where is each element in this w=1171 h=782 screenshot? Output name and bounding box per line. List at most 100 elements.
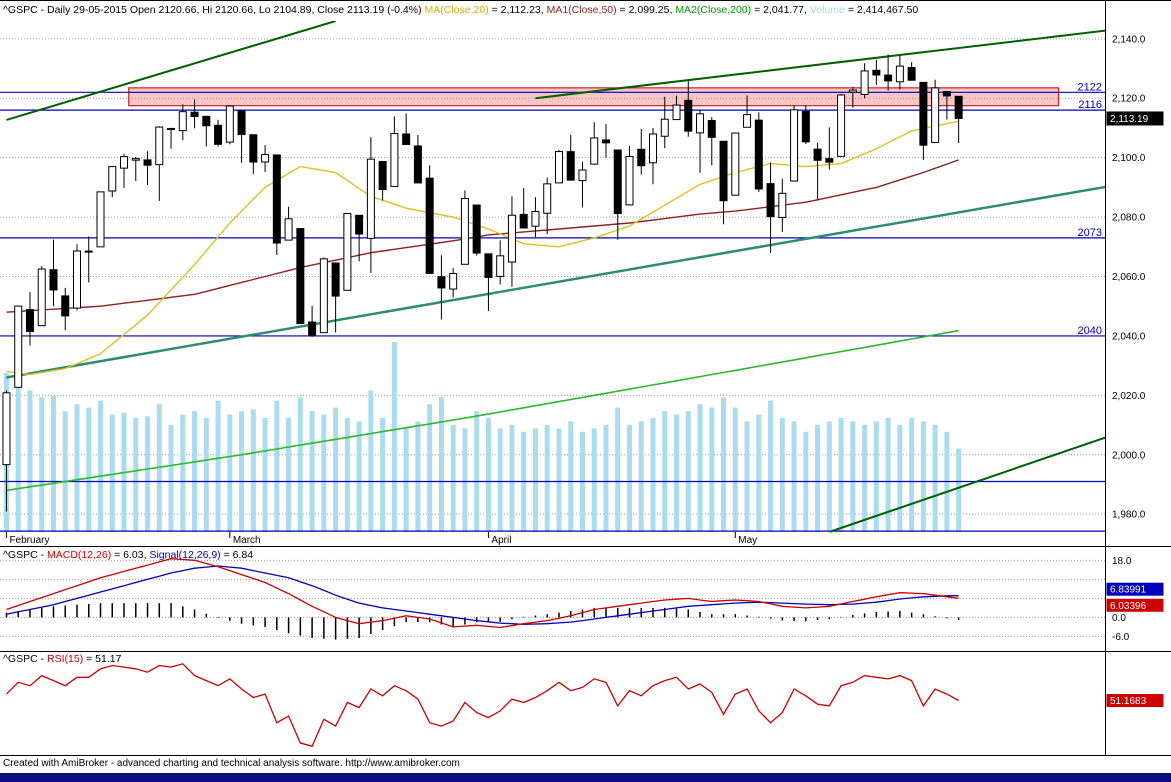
rsi-plot[interactable] [6,663,959,748]
volume-bar [709,407,715,532]
volume-bar [286,418,292,532]
volume-bar [626,424,632,532]
price-axis-label: 2,120.0 [1112,94,1146,105]
candle-body [519,213,528,229]
candle-body [801,110,810,143]
candle-body [143,159,152,166]
candle-body [731,132,740,196]
ma50-line [6,159,959,313]
title-segment: MA1(Close,50) [546,4,617,16]
trendline [535,29,1105,100]
candle-body [919,81,928,146]
candle-body [472,204,481,254]
footer-credit: Created with AmiBroker - advanced charti… [3,758,460,769]
volume-bar [615,407,621,532]
candle-body [72,250,81,309]
price-axis-label: 2,040.0 [1112,331,1146,342]
candle-body [190,111,199,117]
candle-body [2,392,11,466]
volume-bar [168,424,174,532]
volume-bar [744,421,750,532]
title-segment: ^GSPC - Daily 29-05-2015 Open 2120.66, H… [3,4,425,16]
price-axis-label: 2,140.0 [1112,34,1146,45]
last-price-box [1106,111,1164,126]
candle-body [649,133,658,164]
title-segment: = 2,414,467.50 [844,4,919,16]
candle-body [343,213,352,291]
volume-bar [427,404,433,532]
candle-body [543,183,552,214]
candle-body [366,158,375,239]
candle-body [554,151,563,184]
volume-bar [685,411,691,532]
candle-body [25,309,34,332]
volume-bar [838,418,844,532]
price-axis-label: 1,980.0 [1112,510,1146,521]
volume-bar [39,397,45,532]
candle-body [214,124,223,145]
volume-bar [779,418,785,532]
volume-bar [297,397,303,532]
volume-bar [568,421,574,532]
volume-bar [474,411,480,532]
candle-body [308,321,317,336]
candle-body [660,118,669,137]
candle-body [61,295,70,317]
support-line-label: 2116 [1078,99,1102,111]
volume-bar [509,424,515,532]
candle-body [49,269,58,291]
candle-body [872,69,881,76]
price-axis-label: 2,100.0 [1112,153,1146,164]
candle-body [155,126,164,166]
candle-body [37,268,46,327]
rsi-line [6,663,959,748]
macd-plot[interactable] [0,558,1105,640]
price-axis-label: 2,080.0 [1112,213,1146,224]
volume-bar [638,421,644,532]
rsi-panel-title: ^GSPC - RSI(15) = 51.17 [3,653,121,665]
candle-body [507,214,516,263]
volume-bar [920,421,926,532]
footer-text: Created with AmiBroker - advanced charti… [3,758,460,769]
candle-body [637,148,646,167]
candle-body [449,272,458,290]
indicator-value-box [1106,598,1164,612]
candle-body [954,95,963,119]
volume-bar [156,404,162,532]
candle-body [884,74,893,82]
candle-body [108,166,117,192]
candle-body [837,94,846,157]
volume-bar [403,428,409,532]
candle-body [319,258,328,334]
volume-bar [650,418,656,532]
volume-bar [674,414,680,532]
volume-bar [250,409,256,532]
indicator-value-label: 6.83991 [1110,585,1147,596]
support-line-label: 2073 [1078,227,1102,239]
time-axis-label: April [491,535,511,546]
candle-body [895,65,904,83]
candle-body [684,99,693,132]
candle-body [696,113,705,134]
macd-line [6,558,959,629]
volume-bar [791,421,797,532]
candle-body [625,155,634,206]
volume-bar [262,418,268,532]
macd-panel-title: ^GSPC - MACD(12,26) = 6.03, Signal(12,26… [3,549,253,561]
candle-body [672,104,681,121]
candle-body [425,177,434,274]
title-segment: = 2,112.23, [488,4,547,16]
volume-bar [380,418,386,532]
volume-bar [603,424,609,532]
macd-title-segment: ^GSPC - [3,549,48,561]
macd-title-segment: MACD(12,26) [47,549,112,561]
volume-bar [450,424,456,532]
title-segment: MA(Close,20) [424,4,489,16]
volume-bar [227,414,233,532]
volume-bar [885,418,891,532]
price-plot[interactable] [0,21,1111,533]
volume-bar [239,411,245,532]
price-panel-title: ^GSPC - Daily 29-05-2015 Open 2120.66, H… [3,4,918,16]
time-axis-label: March [233,535,261,546]
